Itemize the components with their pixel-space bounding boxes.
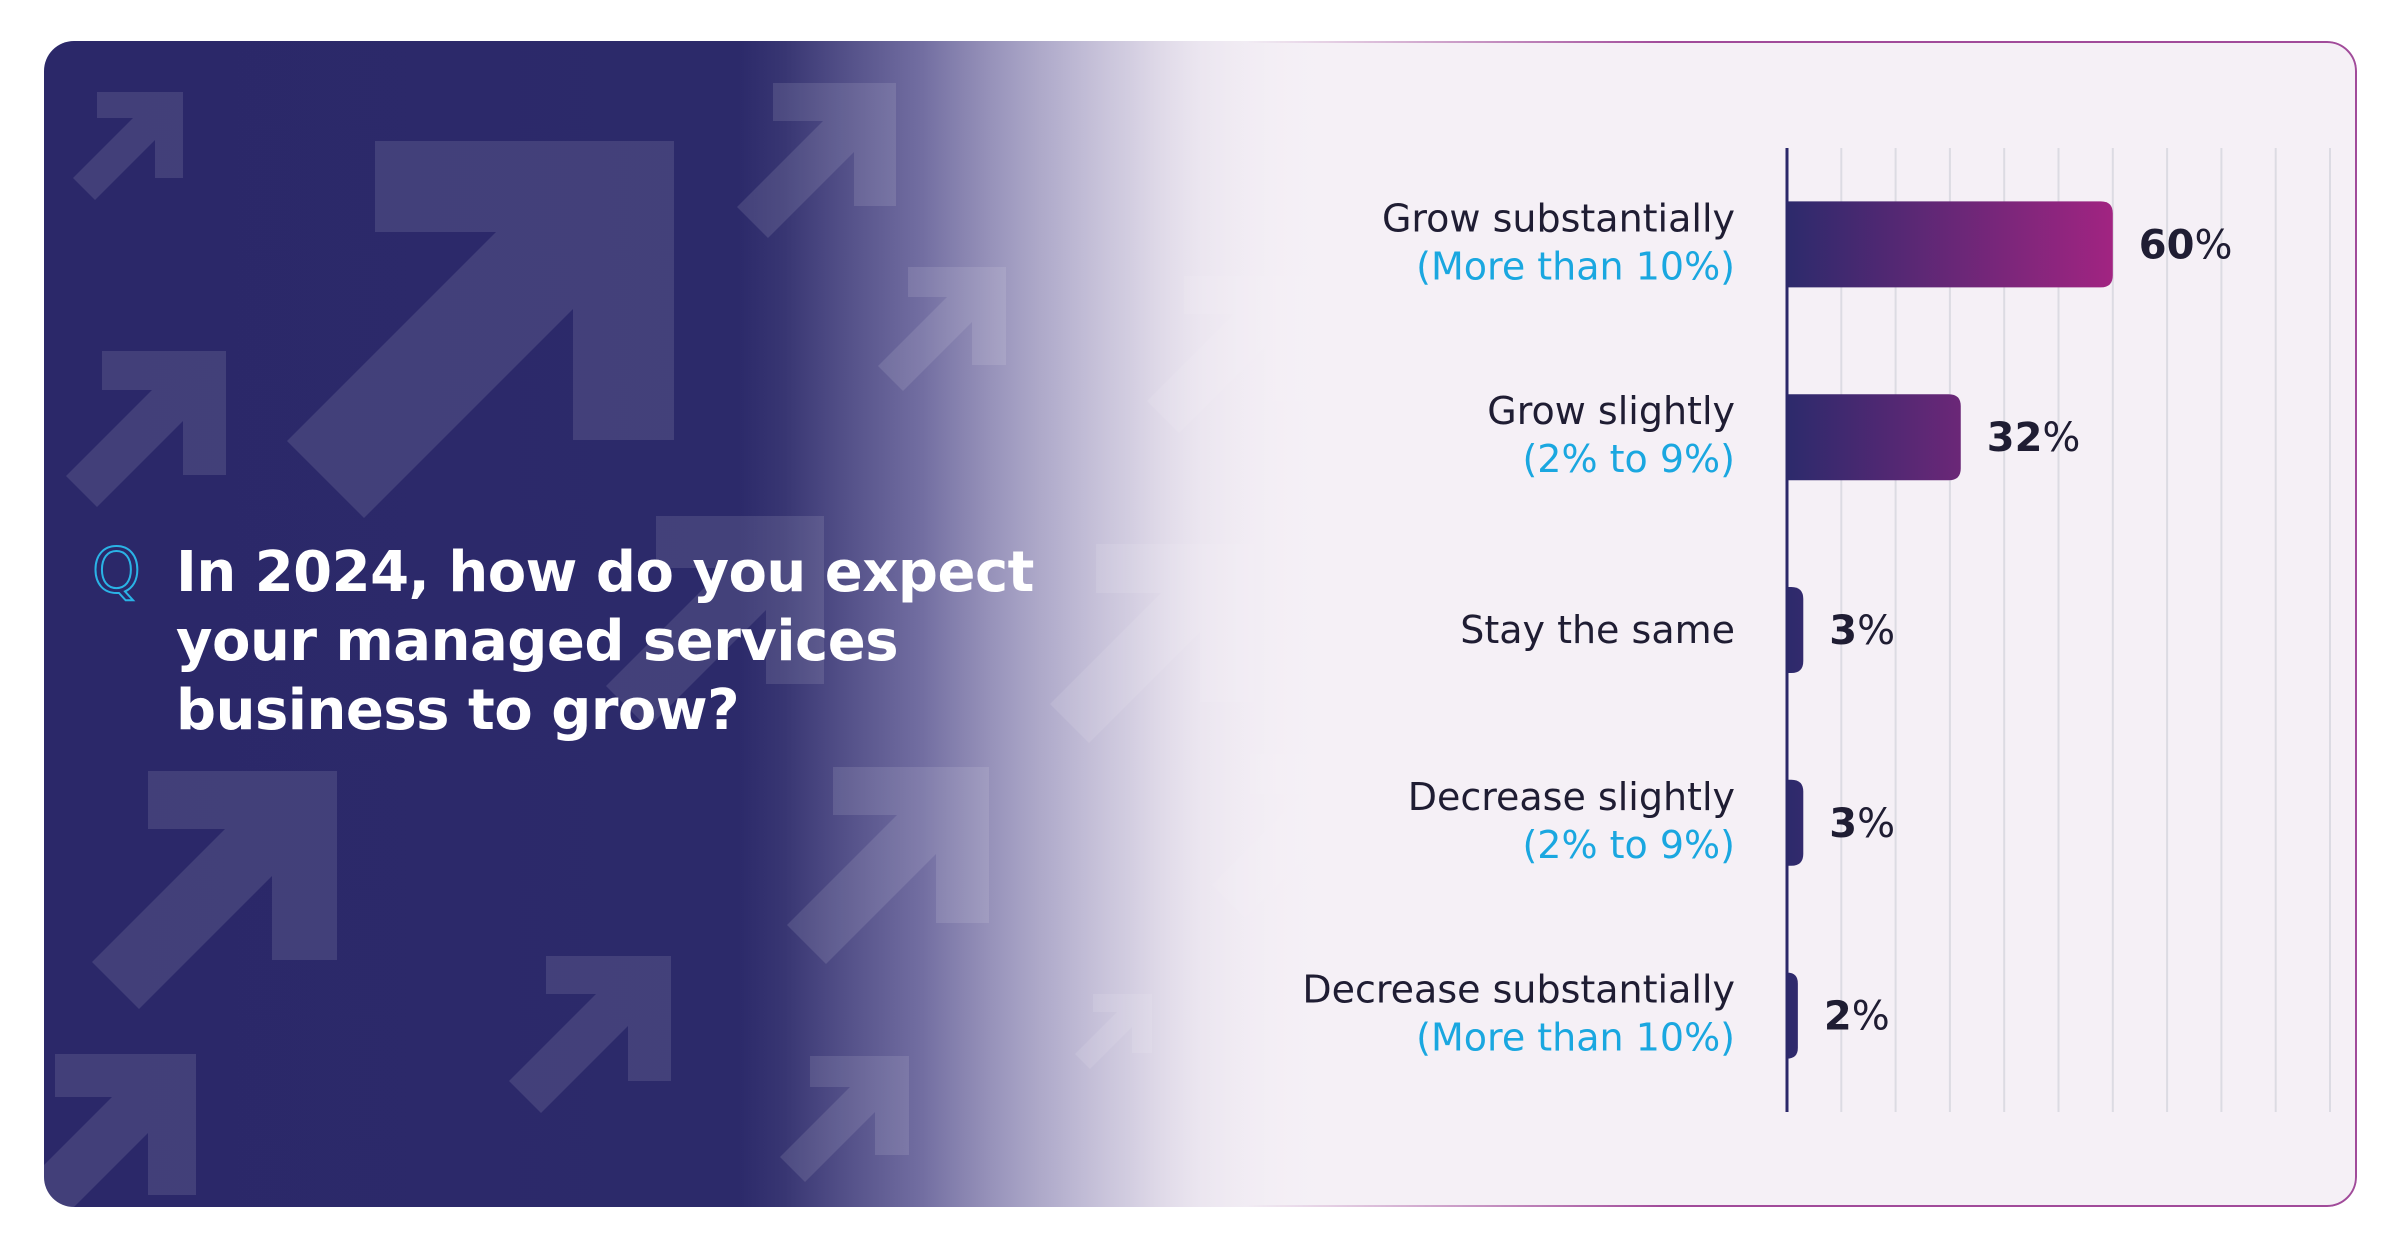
bar xyxy=(1787,201,2113,288)
question-line: your managed services xyxy=(176,609,899,674)
gridlines xyxy=(1840,148,2331,1112)
category-label: Grow slightly xyxy=(1487,389,1735,433)
value-labels: 60% 32% 3% 3% 2% xyxy=(1824,222,2233,1039)
bar xyxy=(1787,394,1961,481)
category-label: Decrease substantially xyxy=(1302,968,1735,1012)
question-line: In 2024, how do you expect xyxy=(176,540,1034,605)
value-label: 60% xyxy=(2139,222,2233,268)
bars xyxy=(1787,201,2113,1059)
question-marker-icon: Q xyxy=(91,534,142,607)
category-label: Stay the same xyxy=(1460,608,1735,652)
question-title: In 2024, how do you expect your managed … xyxy=(176,538,1056,745)
value-label: 3% xyxy=(1829,608,1895,654)
bar xyxy=(1787,779,1804,866)
value-label: 32% xyxy=(1987,415,2081,461)
category-sublabel: (2% to 9%) xyxy=(1522,437,1735,481)
category-sublabel: (More than 10%) xyxy=(1416,244,1735,288)
category-label: Decrease slightly xyxy=(1408,775,1735,819)
category-sublabel: (More than 10%) xyxy=(1416,1016,1735,1060)
bar xyxy=(1787,972,1798,1059)
question-line: business to grow? xyxy=(176,678,740,743)
bar xyxy=(1787,587,1804,673)
category-label: Grow substantially xyxy=(1382,196,1735,240)
value-label: 3% xyxy=(1829,801,1895,847)
value-label: 2% xyxy=(1824,994,1890,1040)
category-labels: Grow substantially(More than 10%)Grow sl… xyxy=(1302,196,1735,1059)
category-sublabel: (2% to 9%) xyxy=(1522,823,1735,867)
